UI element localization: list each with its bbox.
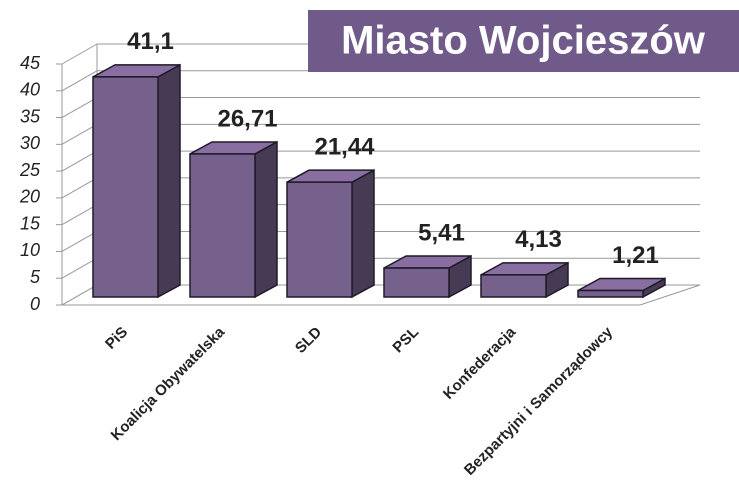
bar <box>286 181 353 298</box>
x-tick-label: SLD <box>292 323 325 356</box>
grid-line-side <box>61 284 98 306</box>
value-label: 4,13 <box>515 226 562 253</box>
y-tick-label: 25 <box>19 160 41 180</box>
value-label: 1,21 <box>612 242 659 269</box>
x-tick-label: Koalicja Obywatelska <box>108 323 229 444</box>
x-tick-label: Konfederacja <box>440 323 520 403</box>
bar <box>577 289 644 298</box>
y-tick-label: 10 <box>20 240 40 260</box>
bar-side <box>254 140 278 299</box>
y-tick-label: 20 <box>19 187 40 207</box>
bar <box>92 76 159 298</box>
bar-side <box>351 168 375 299</box>
grid-line-side <box>61 123 98 145</box>
grid-line-side <box>61 257 98 279</box>
y-tick-label: 35 <box>20 106 41 126</box>
title-box <box>308 10 739 72</box>
grid-line-side <box>61 43 98 65</box>
grid-line-side <box>61 177 98 199</box>
bar <box>383 267 450 298</box>
chart-title: Miasto Wojcieszów <box>341 19 706 63</box>
value-label: 41,1 <box>127 28 174 55</box>
x-tick-label: PiS <box>102 324 131 353</box>
value-label: 21,44 <box>314 134 375 161</box>
y-tick-label: 5 <box>30 267 41 287</box>
grid-line-side <box>61 97 98 118</box>
bar <box>480 274 547 298</box>
y-tick-label: 45 <box>20 53 41 73</box>
bar <box>189 153 256 298</box>
y-tick-label: 30 <box>20 133 40 153</box>
bar-side <box>157 63 181 299</box>
y-tick-label: 0 <box>30 294 40 314</box>
grid-line-side <box>61 204 98 226</box>
grid-line-side <box>61 231 98 252</box>
y-tick-label: 15 <box>20 213 41 233</box>
grid-line-side <box>61 150 98 172</box>
grid-line-side <box>61 70 98 92</box>
value-label: 26,71 <box>217 105 277 132</box>
value-label: 5,41 <box>418 219 465 246</box>
x-tick-label: PSL <box>389 324 422 357</box>
y-tick-label: 40 <box>20 80 40 100</box>
